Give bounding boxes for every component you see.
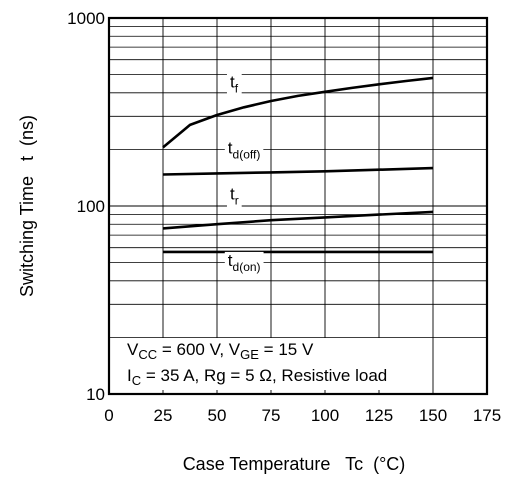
x-tick-label: 25	[154, 406, 173, 425]
x-tick-label: 175	[473, 406, 501, 425]
grid	[109, 18, 487, 394]
series-label-tr: tr	[226, 185, 242, 208]
y-axis-title: Switching Time t (ns)	[17, 115, 37, 297]
series-label-tf: tf	[226, 72, 242, 95]
x-tick-label: 100	[311, 406, 339, 425]
conditions-line-2: IC = 35 A, Rg = 5 Ω, Resistive load	[127, 366, 387, 388]
conditions-line-1: VCC = 600 V, VGE = 15 V	[127, 340, 314, 362]
series-label-background	[224, 139, 264, 161]
x-tick-label: 125	[365, 406, 393, 425]
series-label-tdon: td(on)	[224, 251, 264, 274]
series-label-background	[224, 251, 264, 273]
series-line-tr	[162, 210, 434, 230]
series-line-tf	[162, 76, 434, 149]
conditions-annotation: VCC = 600 V, VGE = 15 V IC = 35 A, Rg = 5…	[123, 338, 392, 390]
y-tick-label: 100	[77, 197, 105, 216]
plot-frame	[107, 16, 489, 396]
plot-border	[107, 16, 489, 396]
x-tick-label: 0	[104, 406, 113, 425]
series-label-text: tf	[230, 72, 239, 95]
series-curves	[162, 76, 434, 254]
y-tick-label: 10	[86, 385, 105, 404]
series-label-background	[226, 73, 242, 95]
x-axis-title: Case Temperature Tc (°C)	[183, 454, 406, 474]
series-label-tdoff: td(off)	[224, 139, 264, 162]
x-tick-labels: 0 25 50 75 100 125 150 175	[104, 406, 501, 425]
conditions-background	[123, 338, 392, 390]
y-tick-labels: 10 100 1000	[67, 9, 105, 404]
y-tick-label: 1000	[67, 9, 105, 28]
series-label-background	[226, 185, 242, 207]
series-labels: tf td(off) tr td(on)	[224, 72, 264, 274]
x-tick-label: 75	[262, 406, 281, 425]
x-tick-label: 150	[419, 406, 447, 425]
series-label-text: tr	[230, 185, 239, 208]
series-line-tdoff	[162, 166, 434, 176]
x-tick-label: 50	[208, 406, 227, 425]
